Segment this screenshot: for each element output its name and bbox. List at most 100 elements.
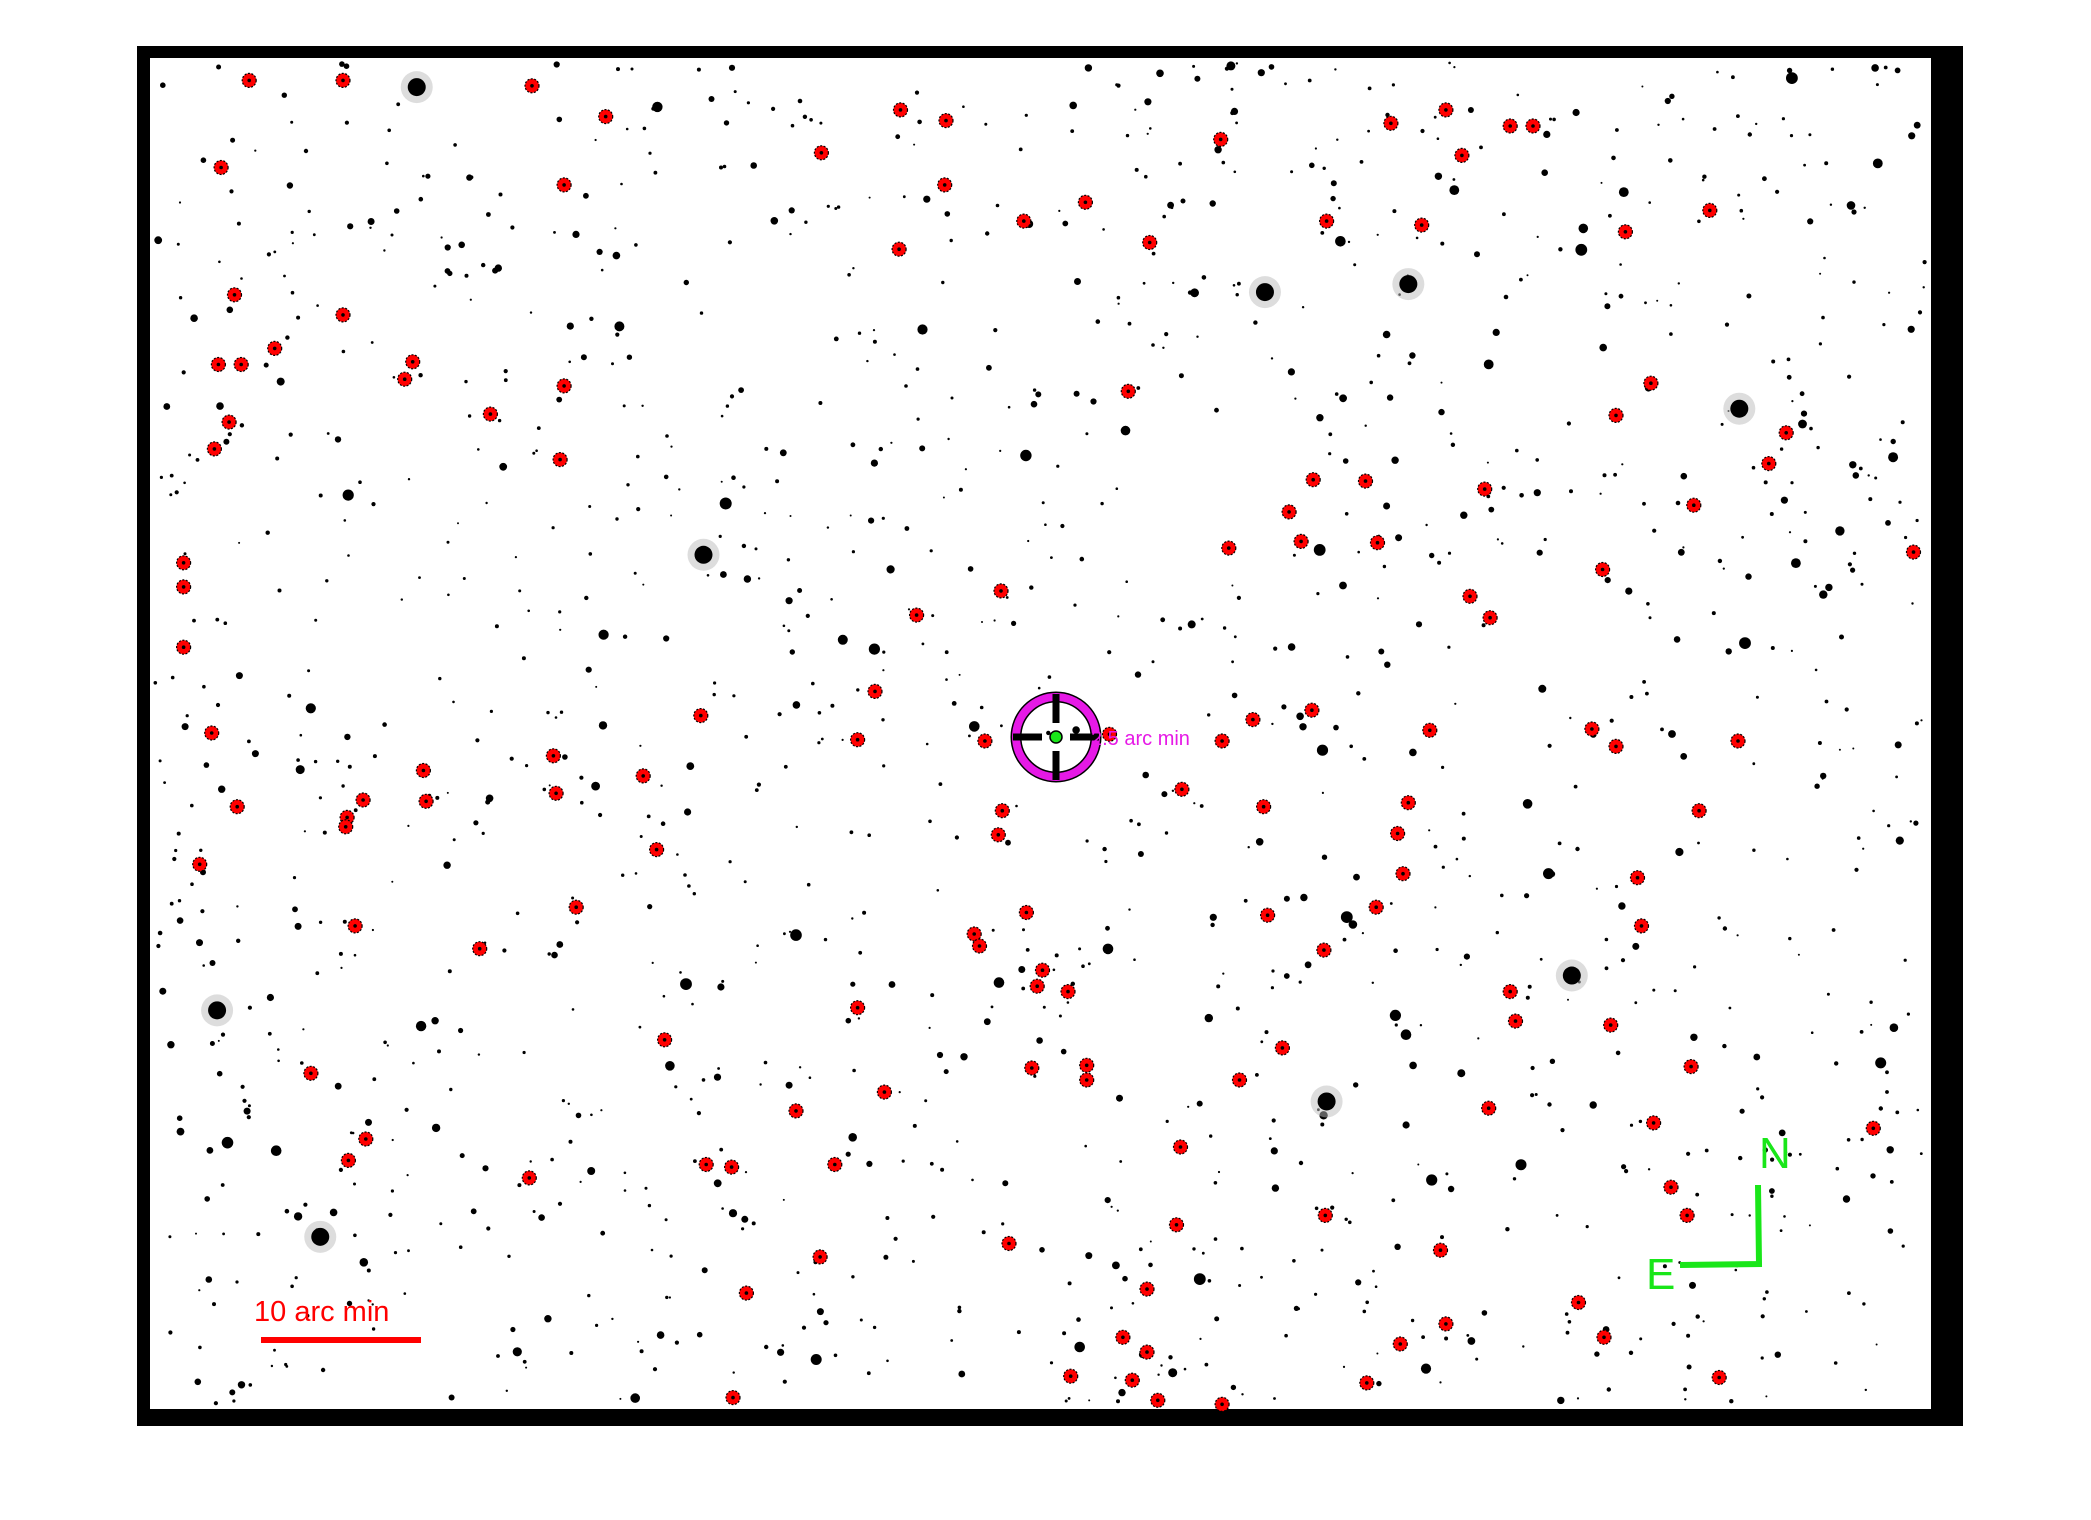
star (1618, 902, 1626, 910)
star (1037, 686, 1041, 690)
star (1030, 400, 1038, 408)
marker-center-dot (1220, 1402, 1224, 1407)
star (1461, 836, 1466, 841)
marker-center-dot (216, 362, 221, 367)
star (247, 739, 251, 744)
star (885, 1216, 890, 1220)
marker-center-dot (1000, 808, 1005, 813)
star (1755, 695, 1759, 699)
star (1901, 1244, 1905, 1248)
star (823, 1320, 829, 1326)
star (575, 920, 580, 925)
star (1889, 1023, 1899, 1032)
star (1320, 1248, 1324, 1252)
star (1449, 432, 1453, 435)
star (1164, 831, 1169, 835)
star (1085, 432, 1089, 436)
star (580, 354, 587, 361)
star (651, 961, 654, 965)
star (1376, 353, 1381, 358)
star (1569, 489, 1573, 494)
star (1734, 1268, 1738, 1272)
star (1454, 702, 1457, 705)
marker-center-dot (341, 78, 345, 83)
star (944, 650, 949, 655)
star (741, 543, 747, 549)
marker-center-dot (1035, 984, 1039, 988)
star (1475, 1357, 1479, 1361)
star (296, 758, 300, 762)
marker-center-dot (424, 799, 428, 804)
star (1321, 854, 1328, 860)
star (522, 1050, 526, 1055)
star (1602, 473, 1607, 478)
star (1314, 147, 1317, 150)
marker-center-dot (1401, 871, 1405, 876)
star (1683, 1387, 1687, 1392)
star (823, 937, 828, 942)
star (967, 566, 974, 572)
star (1133, 958, 1136, 961)
star (1701, 178, 1705, 182)
star (1333, 724, 1339, 731)
marker-center-dot (1024, 910, 1029, 915)
marker-center-dot (1261, 804, 1266, 809)
star (559, 628, 562, 631)
star (195, 458, 200, 462)
star (1300, 893, 1308, 902)
target-crosshair[interactable]: 2.5 arc min (1010, 691, 1190, 783)
star (591, 781, 600, 791)
star (1020, 449, 1032, 462)
star (1072, 726, 1080, 734)
star (275, 456, 280, 461)
star (1798, 1152, 1802, 1156)
star (1669, 304, 1673, 307)
star (477, 1053, 481, 1056)
star (553, 61, 560, 68)
marker-center-dot (530, 84, 534, 88)
star (834, 207, 838, 210)
star (185, 714, 189, 718)
star (763, 1060, 768, 1065)
marker-center-dot (873, 689, 877, 694)
star (562, 754, 568, 760)
star (1578, 223, 1589, 234)
star (1833, 1361, 1838, 1365)
star (1914, 721, 1919, 726)
star (1770, 1157, 1775, 1162)
marker-center-dot (343, 825, 348, 829)
star (904, 384, 908, 388)
star (383, 1040, 387, 1045)
star (913, 143, 916, 146)
star (1024, 113, 1028, 117)
star (1090, 398, 1097, 405)
star (1144, 174, 1148, 179)
star (1194, 75, 1201, 82)
star (817, 741, 821, 745)
star (246, 1115, 251, 1120)
star (1044, 523, 1047, 526)
star (1466, 1334, 1470, 1337)
star (1199, 1337, 1202, 1340)
star (1271, 722, 1274, 726)
star (1345, 655, 1350, 659)
marker-center-dot (1156, 1398, 1160, 1403)
star (1686, 1151, 1691, 1156)
star (290, 230, 294, 234)
star (1534, 1093, 1538, 1096)
star (1095, 319, 1101, 324)
marker-center-dot (898, 108, 903, 112)
star (1677, 548, 1685, 556)
star (1919, 1152, 1923, 1155)
star (1102, 846, 1107, 852)
star (770, 217, 779, 225)
star (1519, 277, 1523, 282)
star (812, 1292, 816, 1296)
star (1066, 1001, 1070, 1004)
star (851, 550, 856, 554)
bright-star (311, 1227, 330, 1246)
star (1330, 195, 1336, 202)
star (1434, 906, 1437, 909)
star (370, 341, 374, 344)
marker-center-dot (341, 313, 345, 317)
